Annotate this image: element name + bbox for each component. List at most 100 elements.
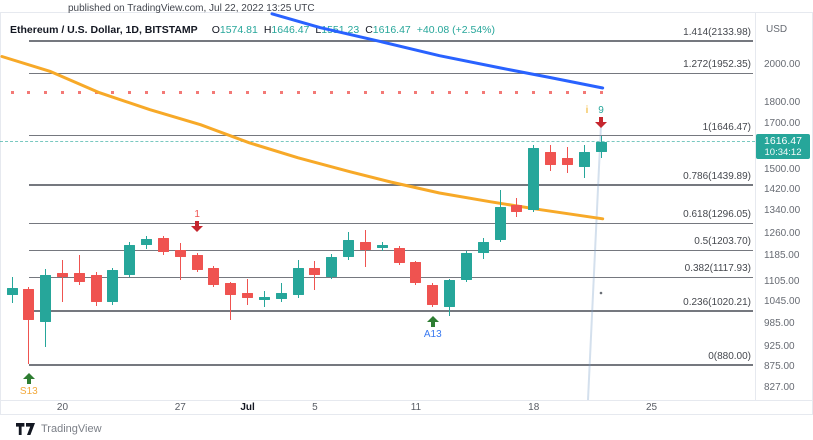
signal-dot	[94, 91, 98, 95]
signal-dot	[10, 91, 14, 95]
price-tick: 925.00	[764, 340, 795, 352]
candle	[309, 267, 321, 276]
marker-label-secondary: i	[585, 104, 589, 116]
candle	[225, 282, 237, 296]
ohlc-open-key: O	[211, 24, 220, 36]
candle	[107, 270, 119, 303]
signal-dot	[549, 91, 553, 95]
currency-label: USD	[766, 24, 788, 35]
signal-dot	[464, 91, 468, 95]
candle	[427, 284, 439, 305]
fib-level-line	[29, 222, 753, 225]
candle	[511, 205, 523, 212]
fib-level-label: 0.382(1117.93)	[684, 263, 751, 275]
price-tick: 1260.00	[764, 227, 801, 239]
ohlc-high-key: H	[263, 24, 272, 36]
signal-dot	[380, 91, 384, 95]
signal-dot	[145, 91, 149, 95]
signal-dot	[599, 91, 603, 95]
arrow-down-icon	[191, 220, 204, 232]
candle	[275, 292, 287, 299]
ohlc-open-value: 1574.81	[219, 24, 258, 36]
signal-dot	[565, 91, 569, 95]
candle	[23, 288, 35, 320]
date-tick: 11	[410, 402, 422, 413]
candle	[124, 245, 136, 276]
fib-level-line	[29, 72, 753, 75]
signal-dot	[431, 91, 435, 95]
candle	[40, 275, 52, 322]
fib-level-label: 0(880.00)	[708, 350, 751, 362]
candle	[444, 279, 456, 307]
candle-wick	[179, 243, 181, 281]
fib-level-line	[29, 364, 753, 366]
candle	[292, 267, 304, 296]
candle	[561, 157, 573, 165]
fib-level-line	[29, 310, 753, 312]
candle-wick	[247, 278, 249, 305]
fib-level-label: 0.786(1439.89)	[683, 170, 751, 182]
price-tick: 1800.00	[764, 97, 801, 109]
date-tick: 25	[645, 402, 658, 413]
candle	[242, 293, 254, 298]
symbol-title[interactable]: Ethereum / U.S. Dollar, 1D, BITSTAMP	[10, 24, 198, 36]
date-tick: 5	[312, 402, 318, 413]
price-axis-separator	[755, 12, 756, 400]
candle	[73, 273, 85, 282]
signal-dot	[363, 91, 367, 95]
price-tick: 1420.00	[764, 183, 801, 195]
signal-dot	[582, 91, 586, 95]
signal-dot	[296, 91, 300, 95]
signal-dot	[111, 91, 115, 95]
ohlc-low-value: 1551.23	[321, 24, 360, 36]
signal-dot	[77, 91, 81, 95]
arrow-up-icon	[22, 373, 35, 385]
published-caption: published on TradingView.com, Jul 22, 20…	[68, 3, 315, 14]
candle	[174, 249, 186, 257]
candle	[595, 142, 607, 153]
candle	[6, 287, 18, 296]
signal-dot	[279, 91, 283, 95]
tradingview-logo-text: TradingView	[41, 423, 102, 435]
fib-level-line	[29, 276, 753, 279]
signal-dot	[128, 91, 132, 95]
signal-dot	[532, 91, 536, 95]
signal-dot	[27, 91, 31, 95]
signal-dot	[397, 91, 401, 95]
price-tick: 827.00	[764, 381, 795, 393]
candle	[343, 240, 355, 257]
candle	[359, 241, 371, 250]
candle	[191, 255, 203, 271]
candle	[90, 275, 102, 303]
candle-wick	[61, 260, 63, 303]
arrow-down-icon	[595, 116, 608, 128]
fib-level-line	[29, 134, 753, 137]
fib-level-line	[29, 40, 753, 42]
price-tick: 1700.00	[764, 118, 801, 130]
candle-wick	[78, 255, 80, 285]
candle-wick	[28, 286, 30, 365]
price-tick: 2000.00	[764, 58, 801, 70]
price-tick: 875.00	[764, 360, 795, 372]
time-axis-separator	[0, 400, 812, 401]
chart-pane[interactable]	[0, 12, 755, 400]
signal-dot	[481, 91, 485, 95]
fib-level-label: 1(1646.47)	[702, 121, 751, 133]
signal-dot	[313, 91, 317, 95]
arrow-up-icon	[426, 316, 439, 328]
price-tick: 1105.00	[764, 275, 800, 287]
ohlc-high-value: 1646.47	[271, 24, 310, 36]
fib-level-label: 0.5(1203.70)	[694, 236, 751, 248]
candle	[494, 207, 506, 241]
last-price-badge: 1616.47 10:34:12	[756, 134, 810, 160]
fib-level-label: 1.414(2133.98)	[683, 26, 751, 38]
marker-label: 1	[194, 208, 200, 220]
candle	[208, 267, 220, 285]
candle-wick	[230, 281, 232, 320]
footer-brand[interactable]: TradingView	[16, 421, 102, 437]
signal-dot	[414, 91, 418, 95]
marker-label: A13	[423, 329, 442, 341]
candle	[258, 296, 270, 300]
candle	[393, 248, 405, 264]
